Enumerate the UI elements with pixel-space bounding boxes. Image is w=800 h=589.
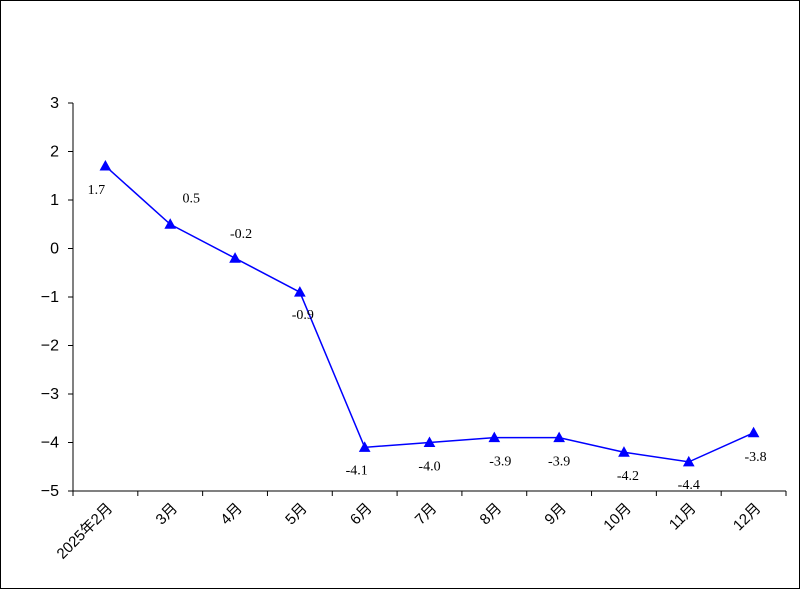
data-point-marker: [229, 252, 241, 263]
x-tick-label: 2025年2月: [54, 500, 117, 563]
y-tick-label: −1: [41, 289, 59, 306]
y-tick-label: 2: [50, 144, 59, 161]
y-tick-label: −2: [41, 338, 59, 355]
y-tick-label: −4: [41, 435, 59, 452]
data-label: -4.4: [678, 478, 700, 493]
y-tick-label: 0: [50, 241, 59, 258]
data-point-marker: [618, 446, 630, 457]
x-tick-label: 6月: [347, 500, 376, 529]
x-tick-label: 9月: [541, 500, 570, 529]
data-point-marker: [747, 426, 760, 438]
data-point-marker: [294, 286, 306, 297]
data-point-marker: [553, 431, 565, 443]
data-point-marker: [423, 436, 436, 447]
series-line: [104, 165, 754, 463]
data-label: 1.7: [88, 183, 106, 198]
y-tick-label: −5: [41, 483, 59, 500]
data-label: -4.2: [617, 469, 639, 484]
data-label: -0.9: [292, 308, 314, 323]
y-tick-label: −3: [41, 386, 59, 403]
x-tick-label: 8月: [477, 500, 506, 529]
x-tick-label: 4月: [217, 500, 246, 529]
x-axis: 2025年2月 3月 4月 5月 6月 7月 8月 9月 10月 11月 12月: [54, 490, 787, 563]
y-tick-label: 3: [50, 95, 59, 112]
data-point-marker: [358, 441, 371, 452]
data-point-marker: [99, 160, 112, 171]
data-point-marker: [164, 218, 177, 229]
y-axis: 3 2 1 0 −1 −2 −3 −4 −5: [41, 95, 74, 500]
series-group: [99, 160, 760, 467]
data-label: -3.9: [489, 455, 511, 470]
x-tick-label: 5月: [282, 500, 311, 529]
data-label: 0.5: [182, 191, 200, 206]
data-label: -4.1: [346, 463, 368, 478]
x-tick-label: 7月: [412, 500, 441, 529]
x-tick-label: 12月: [730, 500, 764, 534]
y-tick-label: 1: [50, 192, 59, 209]
data-label: -3.8: [745, 450, 767, 465]
x-tick-label: 11月: [666, 500, 700, 534]
data-label: -0.2: [230, 227, 252, 242]
data-label: -4.0: [418, 460, 440, 475]
data-point-marker: [488, 431, 501, 443]
data-labels-group: 1.7 0.5 -0.2 -0.9 -4.1 -4.0 -3.9 -3.9 -4.2 -4.4 -3…: [88, 183, 767, 493]
x-tick-label: 10月: [600, 500, 634, 534]
data-point-marker: [682, 455, 695, 467]
x-tick-label: 3月: [153, 500, 182, 529]
data-label: -3.9: [548, 455, 570, 470]
